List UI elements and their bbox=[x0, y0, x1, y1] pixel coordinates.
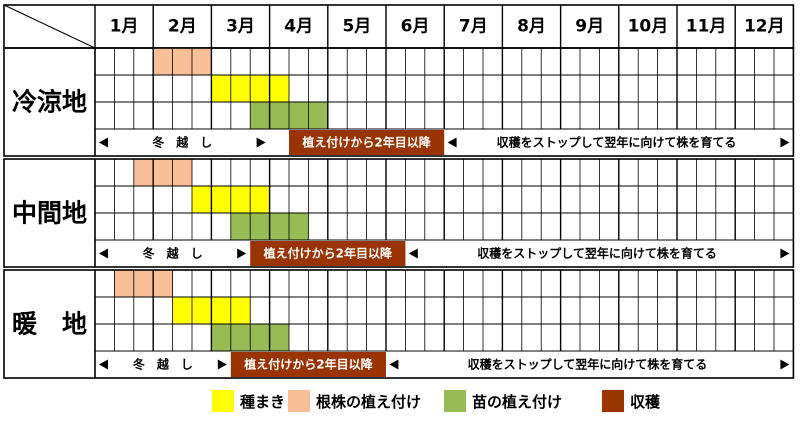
legend-label-root-planting: 根株の植え付け bbox=[316, 392, 422, 411]
bar-harvest bbox=[230, 352, 386, 377]
legend-swatch-harvest bbox=[602, 390, 624, 412]
header-corner-diagonal bbox=[3, 4, 96, 49]
bar-root-planting bbox=[133, 159, 192, 186]
region-block-border bbox=[3, 158, 795, 268]
overwinter-end-arrow bbox=[256, 137, 266, 148]
bar-harvest bbox=[289, 130, 445, 155]
legend-item-sowing: 種まき bbox=[212, 388, 285, 414]
rest-start-arrow bbox=[447, 137, 457, 148]
region-name-1: 冷涼地 bbox=[12, 88, 87, 117]
bar-harvest bbox=[250, 241, 406, 266]
month-label-3: 3月 bbox=[226, 17, 255, 37]
month-label-4: 4月 bbox=[284, 17, 313, 37]
month-label-10: 10月 bbox=[628, 17, 669, 37]
rest-end-arrow bbox=[780, 137, 790, 148]
legend-item-harvest: 収穫 bbox=[602, 388, 660, 414]
harvest-label: 植え付けから2年目以降 bbox=[263, 246, 393, 261]
region-block-border bbox=[3, 269, 795, 379]
overwinter-label: 冬 越 し bbox=[133, 357, 193, 372]
region-name-3: 暖 地 bbox=[12, 310, 87, 339]
month-label-1: 1月 bbox=[110, 17, 139, 37]
legend-label-harvest: 収穫 bbox=[630, 392, 661, 411]
month-label-2: 2月 bbox=[168, 17, 197, 37]
legend-label-seedling-planting: 苗の植え付け bbox=[472, 392, 563, 411]
month-label-6: 6月 bbox=[401, 17, 430, 37]
bar-root-planting bbox=[114, 270, 173, 297]
month-label-5: 5月 bbox=[342, 17, 371, 37]
rest-label: 収穫をストップして翌年に向けて株を育てる bbox=[477, 246, 717, 261]
legend-item-seedling-planting: 苗の植え付け bbox=[444, 388, 562, 414]
region-block-border bbox=[3, 47, 795, 157]
rest-label: 収穫をストップして翌年に向けて株を育てる bbox=[468, 357, 708, 372]
month-label-7: 7月 bbox=[459, 17, 488, 37]
overwinter-end-arrow bbox=[237, 248, 247, 259]
month-label-8: 8月 bbox=[517, 17, 546, 37]
rest-label: 収穫をストップして翌年に向けて株を育てる bbox=[497, 135, 737, 150]
region-name-2: 中間地 bbox=[12, 199, 87, 228]
rest-end-arrow bbox=[780, 248, 790, 259]
month-label-11: 11月 bbox=[686, 17, 727, 37]
bar-root-planting bbox=[153, 48, 212, 75]
overwinter-start-arrow bbox=[99, 359, 108, 370]
legend-swatch-seedling-planting bbox=[444, 390, 466, 412]
overwinter-label: 冬 越 し bbox=[152, 135, 212, 150]
legend-label-sowing: 種まき bbox=[240, 392, 286, 411]
month-label-12: 12月 bbox=[744, 17, 785, 37]
overwinter-label: 冬 越 し bbox=[143, 246, 203, 261]
header-row bbox=[3, 4, 795, 49]
overwinter-start-arrow bbox=[99, 248, 108, 259]
rest-start-arrow bbox=[389, 359, 399, 370]
month-label-9: 9月 bbox=[575, 17, 604, 37]
calendar-grid: 1月 2月 3月 4月 5月 6月 7月 8月 9月 10月 11月 12月冷涼地冬 越 し植え付けか… bbox=[3, 4, 795, 379]
legend-swatch-sowing bbox=[212, 390, 234, 412]
legend-item-root-planting: 根株の植え付け bbox=[288, 388, 421, 414]
overwinter-end-arrow bbox=[217, 359, 227, 370]
legend: 種まき 根株の植え付け 苗の植え付け 収穫 bbox=[0, 384, 800, 418]
rest-end-arrow bbox=[780, 359, 790, 370]
legend-swatch-root-planting bbox=[288, 390, 310, 412]
rest-start-arrow bbox=[408, 248, 418, 259]
overwinter-start-arrow bbox=[99, 137, 108, 148]
harvest-label: 植え付けから2年目以降 bbox=[243, 357, 373, 372]
harvest-label: 植え付けから2年目以降 bbox=[301, 135, 431, 150]
